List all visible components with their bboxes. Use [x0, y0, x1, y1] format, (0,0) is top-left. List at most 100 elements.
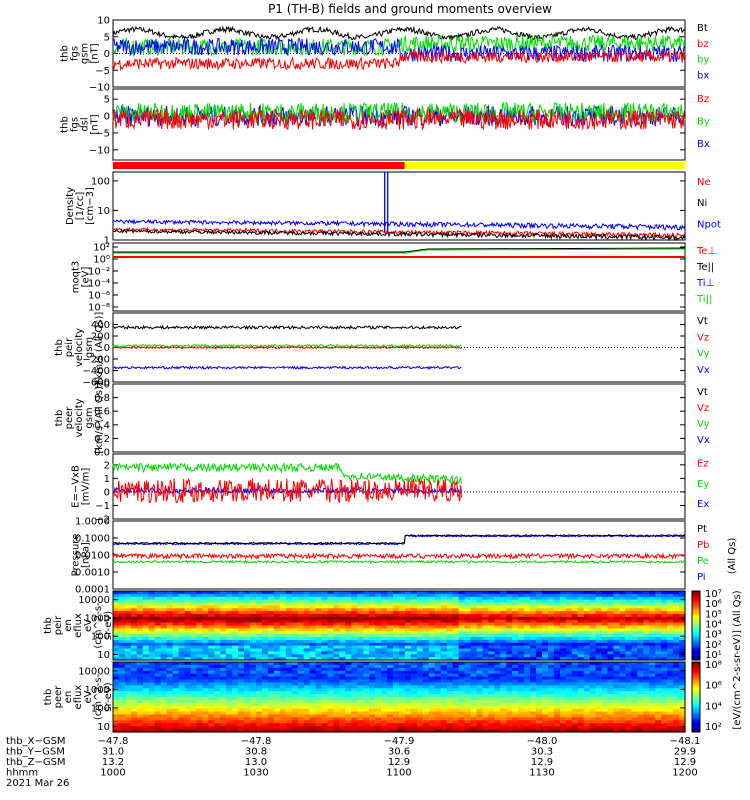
spectro-cell: [220, 657, 227, 661]
spectro-cell: [679, 625, 686, 629]
xtick-label-3-1: 30.3: [531, 747, 553, 758]
spectro-cell: [428, 648, 436, 652]
spectro-cell: [393, 596, 400, 601]
spectro-cell: [428, 682, 436, 686]
spectro-cell: [577, 593, 585, 598]
spectro-cell: [119, 702, 126, 707]
spectro-cell: [381, 616, 388, 621]
spectro-cell: [667, 639, 674, 644]
spectro-cell: [643, 591, 650, 595]
spectro-cell: [256, 645, 263, 650]
spectro-cell: [148, 697, 156, 701]
spectro-cell: [357, 605, 364, 609]
spectro-cell: [166, 705, 174, 710]
ytick-label-4-0: 10²: [93, 243, 110, 254]
spectro-cell: [631, 637, 638, 641]
spectro-cell: [184, 726, 192, 730]
spectro-cell: [178, 616, 186, 621]
spectro-cell: [619, 667, 627, 672]
spectro-cell: [303, 642, 311, 647]
spectro-cell: [136, 664, 144, 669]
spectro-cell: [291, 657, 299, 661]
spectro-cell: [381, 729, 388, 733]
spectro-cell: [220, 596, 227, 601]
spectro-cell: [291, 614, 299, 618]
spectro-cell: [595, 608, 603, 612]
spectro-cell: [291, 639, 299, 644]
spectro-cell: [631, 726, 638, 730]
spectro-cell: [643, 596, 650, 601]
series-pe: [112, 559, 686, 565]
spectro-cell: [160, 645, 168, 650]
spectro-cell: [589, 625, 597, 629]
spectro-cell: [160, 662, 168, 666]
spectro-cell: [327, 697, 335, 701]
spectro-cell: [464, 614, 472, 618]
spectro-cell: [130, 625, 138, 629]
spectro-cell: [559, 664, 567, 669]
spectro-cell: [422, 625, 430, 629]
spectro-cell: [226, 714, 233, 718]
spectro-cell: [506, 720, 513, 724]
spectro-cell: [130, 605, 138, 609]
spectro-cell: [208, 605, 215, 609]
spectro-cell: [393, 602, 400, 606]
spectro-cell: [577, 628, 585, 632]
spectro-cell: [160, 720, 168, 724]
spectro-cell: [273, 602, 281, 606]
spectro-cell: [232, 667, 239, 672]
spectro-cell: [553, 631, 561, 635]
spectro-cell: [291, 605, 299, 609]
spectro-cell: [536, 634, 543, 638]
spectro-cell: [536, 667, 543, 672]
spectro-cell: [464, 679, 472, 683]
spectro-cell: [625, 616, 632, 621]
spectro-cell: [428, 667, 436, 672]
spectro-cell: [184, 702, 192, 707]
spectro-cell: [291, 651, 299, 655]
spectro-cell: [285, 631, 293, 635]
spectro-cell: [559, 676, 567, 681]
spectro-cell: [506, 714, 513, 718]
spectro-cell: [142, 622, 150, 627]
spectro-cell: [172, 705, 180, 710]
spectro-cell: [631, 662, 638, 666]
spectro-cell: [315, 614, 323, 618]
spectro-cell: [399, 651, 406, 655]
spectro-cell: [565, 596, 573, 601]
spectro-cell: [375, 599, 382, 604]
spectro-cell: [124, 605, 132, 609]
spectro-cell: [190, 625, 198, 629]
spectro-cell: [530, 634, 537, 638]
spectro-cell: [548, 697, 555, 701]
spectro-cell: [250, 622, 257, 627]
spectro-cell: [434, 628, 442, 632]
spectro-cell: [625, 691, 632, 695]
spectro-cell: [607, 720, 615, 724]
spectro-cell: [428, 691, 436, 695]
ytick-label-1-2: −5: [95, 128, 110, 139]
spectro-cell: [262, 711, 269, 716]
spectro-cell: [476, 697, 484, 701]
spectro-cell: [220, 664, 227, 669]
spectro-cell: [142, 631, 150, 635]
spectro-cell: [559, 705, 567, 710]
spectro-cell: [339, 662, 346, 666]
colorbar-cell: [692, 718, 700, 721]
spectro-cell: [452, 637, 460, 641]
spectro-cell: [399, 705, 406, 710]
spectro-cell: [291, 654, 299, 658]
spectro-cell: [458, 651, 466, 655]
spectro-cell: [506, 676, 513, 681]
spectro-cell: [273, 648, 281, 652]
spectro-cell: [595, 616, 603, 621]
spectro-cell: [416, 645, 424, 650]
spectro-cell: [559, 593, 567, 598]
spectro-cell: [178, 667, 186, 672]
spectro-cell: [357, 705, 364, 710]
spectro-cell: [440, 657, 448, 661]
spectro-cell: [124, 634, 132, 638]
spectro-cell: [577, 694, 585, 698]
spectro-cell: [661, 625, 668, 629]
spectro-cell: [232, 694, 239, 698]
